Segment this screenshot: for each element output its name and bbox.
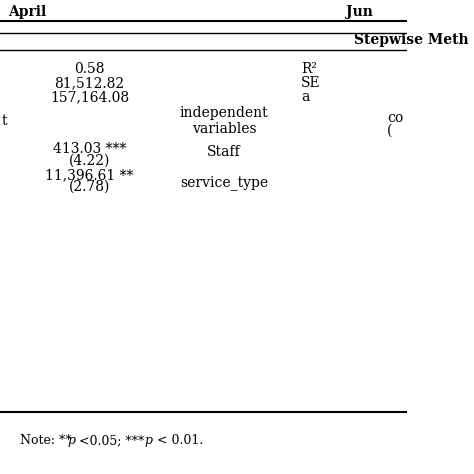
Text: Staff: Staff <box>207 145 241 159</box>
Text: independent
variables: independent variables <box>180 106 268 136</box>
Text: service_type: service_type <box>180 175 268 190</box>
Text: 0.58: 0.58 <box>74 62 105 76</box>
Text: Jun: Jun <box>346 5 373 19</box>
Text: (: ( <box>387 123 392 137</box>
Text: 11,396.61 **: 11,396.61 ** <box>46 168 134 182</box>
Text: Note: **: Note: ** <box>20 434 76 447</box>
Text: co: co <box>387 111 403 126</box>
Text: (4.22): (4.22) <box>69 154 110 168</box>
Text: p: p <box>67 434 75 447</box>
Text: R²: R² <box>301 62 317 76</box>
Text: SE: SE <box>301 76 321 90</box>
Text: (2.78): (2.78) <box>69 179 110 193</box>
Text: p: p <box>145 434 153 447</box>
Text: <0.05; ***: <0.05; *** <box>75 434 148 447</box>
Text: 157,164.08: 157,164.08 <box>50 90 129 104</box>
Text: a: a <box>301 90 310 104</box>
Text: 413.03 ***: 413.03 *** <box>53 142 126 156</box>
Text: < 0.01.: < 0.01. <box>153 434 203 447</box>
Text: 81,512.82: 81,512.82 <box>55 76 125 90</box>
Text: April: April <box>8 5 46 19</box>
Text: t: t <box>2 114 8 128</box>
Text: Stepwise Meth: Stepwise Meth <box>354 33 469 47</box>
